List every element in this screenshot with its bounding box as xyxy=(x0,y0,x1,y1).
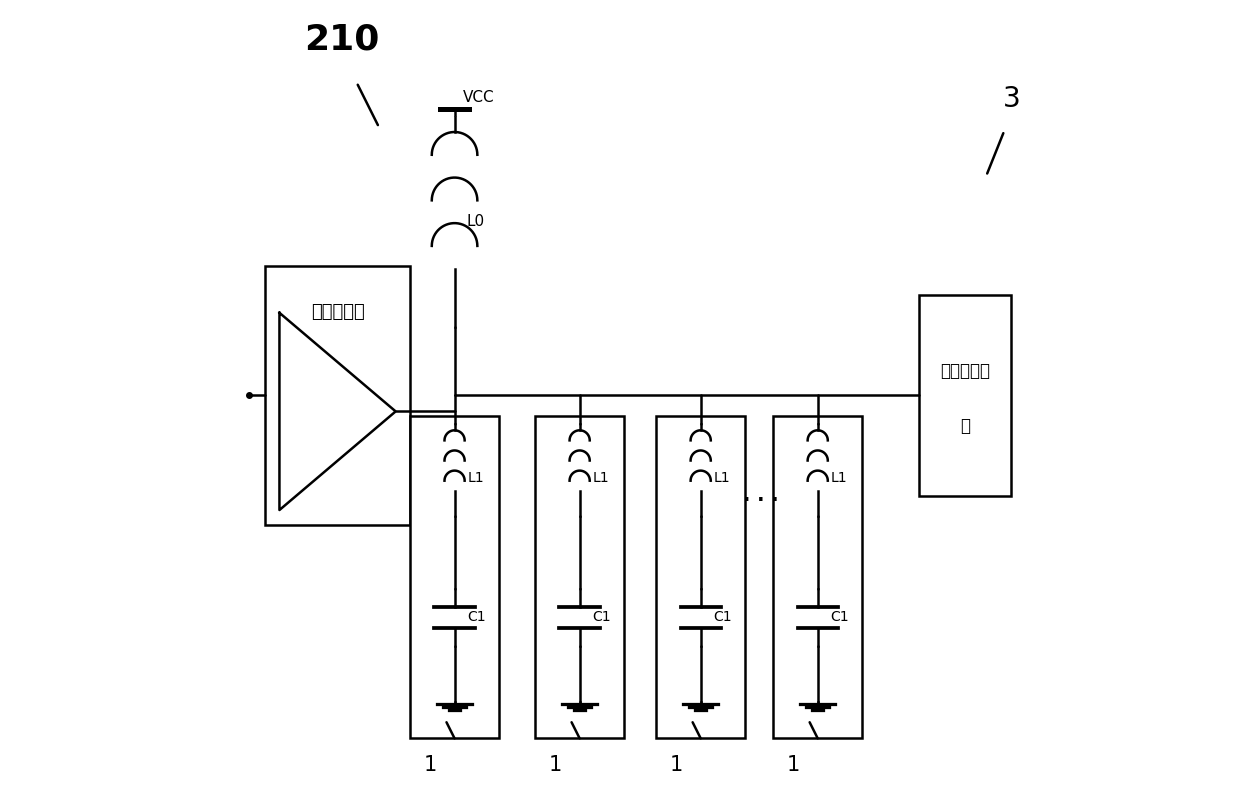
FancyBboxPatch shape xyxy=(265,266,410,525)
Text: 1: 1 xyxy=(787,755,800,775)
Text: C1: C1 xyxy=(593,610,611,625)
FancyBboxPatch shape xyxy=(656,416,745,738)
FancyBboxPatch shape xyxy=(774,416,862,738)
FancyBboxPatch shape xyxy=(410,416,498,738)
Text: VCC: VCC xyxy=(463,90,495,105)
FancyBboxPatch shape xyxy=(919,295,1012,496)
FancyBboxPatch shape xyxy=(536,416,624,738)
Text: C1: C1 xyxy=(467,610,486,625)
Text: 3: 3 xyxy=(1002,85,1021,113)
Text: L1: L1 xyxy=(593,471,609,485)
Text: L0: L0 xyxy=(466,215,485,229)
Text: 络: 络 xyxy=(960,416,970,435)
Text: · · ·: · · · xyxy=(744,491,779,510)
Text: L1: L1 xyxy=(467,471,484,485)
Text: L1: L1 xyxy=(831,471,847,485)
Text: 210: 210 xyxy=(304,23,379,56)
Text: 1: 1 xyxy=(549,755,562,775)
Text: 1: 1 xyxy=(670,755,683,775)
Text: 1: 1 xyxy=(424,755,436,775)
Text: 功率放大级: 功率放大级 xyxy=(311,303,365,320)
Text: L1: L1 xyxy=(713,471,730,485)
Text: C1: C1 xyxy=(713,610,733,625)
Text: 宽带匹配网: 宽带匹配网 xyxy=(940,362,990,380)
Text: C1: C1 xyxy=(831,610,849,625)
